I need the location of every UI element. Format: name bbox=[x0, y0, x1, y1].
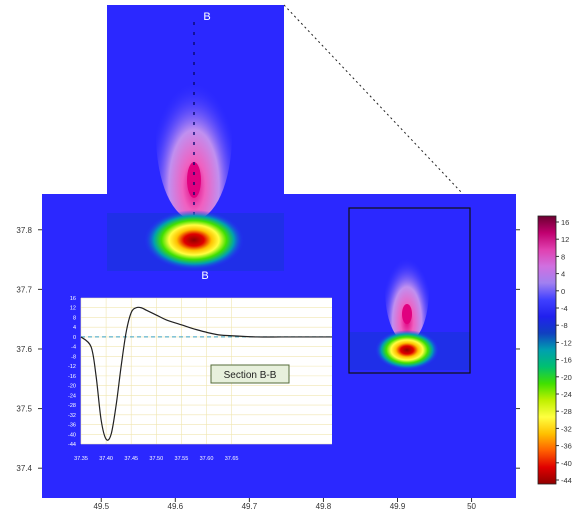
section-x-tick-label: 37.55 bbox=[175, 456, 189, 462]
section-y-tick-label: -20 bbox=[68, 384, 76, 390]
colorbar-tick-label: -24 bbox=[561, 390, 572, 399]
section-grid bbox=[80, 297, 332, 445]
map-x-tick-label: 49.8 bbox=[316, 502, 332, 511]
section-y-tick-label: 8 bbox=[73, 315, 76, 321]
map-x-axis: 49.5 49.6 49.7 49.8 49.9 50 bbox=[93, 498, 477, 511]
colorbar-tick-label: -12 bbox=[561, 338, 572, 347]
inset-hotspot bbox=[144, 210, 244, 270]
colorbar-tick-label: -28 bbox=[561, 407, 572, 416]
colorbar-tick-label: -40 bbox=[561, 459, 572, 468]
main-plume-core bbox=[402, 304, 412, 324]
colorbar-tick-label: 4 bbox=[561, 270, 565, 279]
section-y-tick-label: -8 bbox=[71, 354, 76, 360]
colorbar-tick-label: -20 bbox=[561, 373, 572, 382]
colorbar-tick-label: -4 bbox=[561, 304, 568, 313]
colorbar: 16 12 8 4 0 -4 -8 -12 -16 -20 -24 -28 -32 -36 -40 -44 bbox=[537, 215, 572, 485]
map-x-tick-label: 49.9 bbox=[390, 502, 406, 511]
colorbar-tick-label: -44 bbox=[561, 476, 572, 485]
map-y-axis: 37.8 37.7 37.6 37.5 37.4 bbox=[16, 226, 520, 473]
map-x-tick-label: 49.6 bbox=[168, 502, 184, 511]
map-x-tick-label: 49.7 bbox=[242, 502, 258, 511]
map-y-tick-label: 37.7 bbox=[16, 285, 32, 294]
colorbar-tick-label: 0 bbox=[561, 287, 565, 296]
section-title-box bbox=[210, 364, 290, 384]
zoom-box bbox=[348, 207, 471, 374]
map-y-tick-label: 37.6 bbox=[16, 345, 32, 354]
section-x-tick-label: 37.50 bbox=[149, 456, 163, 462]
zoom-inset: B B bbox=[107, 5, 284, 282]
colorbar-tick-label: -16 bbox=[561, 356, 572, 365]
section-y-tick-label: -36 bbox=[68, 423, 76, 429]
colorbar-scale bbox=[537, 215, 557, 485]
section-y-tick-label: 0 bbox=[73, 335, 76, 341]
section-series-line bbox=[80, 306, 332, 441]
colorbar-tick-label: 12 bbox=[561, 235, 569, 244]
section-x-tick-label: 37.65 bbox=[225, 456, 239, 462]
section-marker-bottom: B bbox=[201, 270, 208, 282]
section-x-tick-label: 37.60 bbox=[200, 456, 214, 462]
main-hotspot bbox=[375, 330, 439, 370]
map-x-tick-label: 49.5 bbox=[93, 502, 109, 511]
section-y-tick-label: 4 bbox=[73, 325, 76, 331]
section-x-tick-label: 37.40 bbox=[99, 456, 113, 462]
section-x-axis: 37.35 37.40 37.45 37.50 37.55 37.60 37.65 bbox=[74, 456, 238, 462]
section-y-tick-label: 12 bbox=[70, 306, 76, 312]
section-title: Section B-B bbox=[224, 370, 277, 381]
map-y-tick-label: 37.4 bbox=[16, 464, 32, 473]
section-y-tick-label: -32 bbox=[68, 413, 76, 419]
map-x-tick-label: 50 bbox=[467, 502, 476, 511]
section-x-tick-label: 37.35 bbox=[74, 456, 88, 462]
zoom-connector-lines bbox=[283, 4, 463, 194]
section-y-tick-label: -16 bbox=[68, 374, 76, 380]
section-y-tick-label: -4 bbox=[71, 345, 76, 351]
colorbar-tick-label: -36 bbox=[561, 442, 572, 451]
section-chart: 16 12 8 4 0 -4 -8 -12 -16 -20 -24 -28 -32 -36 -40 -44 3… bbox=[62, 296, 334, 462]
map-y-tick-label: 37.5 bbox=[16, 405, 32, 414]
colorbar-tick-label: -32 bbox=[561, 424, 572, 433]
section-y-tick-label: -24 bbox=[68, 393, 76, 399]
colorbar-tick-label: -8 bbox=[561, 321, 568, 330]
map-y-tick-label: 37.8 bbox=[16, 226, 32, 235]
colorbar-tick-label: 16 bbox=[561, 218, 569, 227]
section-y-axis: 16 12 8 4 0 -4 -8 -12 -16 -20 -24 -28 -32 -36 -40 -44 bbox=[68, 296, 76, 448]
inset-plume-core bbox=[187, 162, 201, 198]
section-y-tick-label: -40 bbox=[68, 432, 76, 438]
section-x-tick-label: 37.45 bbox=[124, 456, 138, 462]
section-marker-top: B bbox=[203, 11, 210, 23]
colorbar-tick-label: 8 bbox=[561, 252, 565, 261]
colorbar-ticks: 16 12 8 4 0 -4 -8 -12 -16 -20 -24 -28 -32 -36 -40 -44 bbox=[556, 218, 572, 485]
section-y-tick-label: 16 bbox=[70, 296, 76, 302]
section-y-tick-label: -28 bbox=[68, 403, 76, 409]
main-plume-tail bbox=[385, 238, 429, 342]
section-y-tick-label: -12 bbox=[68, 364, 76, 370]
section-y-tick-label: -44 bbox=[68, 442, 76, 448]
